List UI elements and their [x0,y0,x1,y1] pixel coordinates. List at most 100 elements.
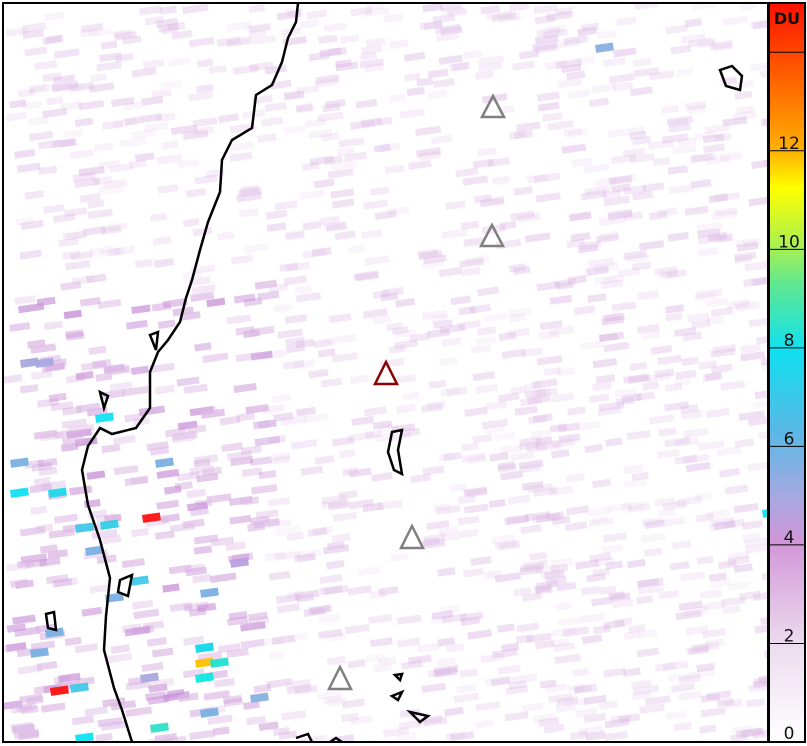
so2-pixel [724,484,749,495]
so2-pixel [344,623,370,635]
so2-pixel [610,153,637,165]
so2-pixel [70,250,94,261]
so2-pixel [226,314,252,325]
so2-pixel [96,554,117,565]
so2-pixel [491,11,517,23]
so2-pixel [460,220,480,231]
so2-pixel [731,724,753,735]
so2-pixel [704,371,723,382]
so2-pixel [327,168,354,179]
so2-pixel [571,157,592,168]
so2-pixel [348,498,375,510]
so2-pixel [714,132,732,142]
so2-pixel [192,573,212,584]
so2-pixel [436,657,456,667]
so2-pixel [426,520,450,531]
so2-pixel [212,726,230,736]
so2-pixel [50,401,74,412]
so2-pixel [550,638,570,648]
so2-pixel [546,575,567,586]
so2-pixel [42,35,63,45]
so2-pixel [154,384,175,395]
so2-pixel [722,604,741,615]
so2-pixel [685,461,711,473]
so2-pixel [554,278,577,289]
so2-pixel [323,220,345,231]
so2-pixel [258,721,279,732]
so2-pixel [190,291,215,302]
so2-pixel [667,231,689,242]
so2-pixel [321,132,340,142]
so2-pixel [478,54,505,66]
volcano-marker[interactable] [478,222,506,248]
so2-pixel [519,565,543,576]
so2-pixel [758,429,768,440]
so2-pixel [294,684,318,695]
so2-pixel [15,216,34,226]
so2-pixel [319,215,340,226]
so2-pixel [715,446,742,457]
volcano-marker[interactable] [398,523,426,550]
volcano-marker[interactable] [479,93,507,119]
so2-pixel [697,247,719,257]
so2-pixel [314,77,339,88]
volcano-marker[interactable] [326,664,354,691]
so2-pixel [40,702,66,713]
so2-pixel [375,116,393,126]
so2-pixel [643,547,663,558]
so2-pixel [441,337,462,347]
so2-pixel [606,208,633,219]
so2-pixel [539,320,563,331]
so2-pixel [555,703,577,713]
so2-pixel [484,675,510,687]
so2-pixel [688,645,709,656]
so2-pixel [369,590,387,600]
so2-pixel [300,19,319,29]
so2-pixel [738,590,761,601]
so2-pixel [209,572,237,583]
so2-pixel [535,585,554,595]
so2-pixel [568,211,592,222]
so2-pixel [649,70,675,81]
so2-pixel [37,139,61,150]
so2-pixel [567,406,586,416]
so2-pixel [555,601,573,611]
so2-pixel [632,190,654,201]
so2-pixel [200,587,219,598]
so2-pixel [483,424,506,435]
so2-pixel [311,247,332,257]
so2-pixel [110,644,130,654]
so2-pixel [598,700,618,710]
so2-pixel [334,230,356,241]
so2-pixel [469,303,492,314]
so2-pixel [700,707,726,718]
so2-pixel [748,681,768,693]
so2-pixel [122,385,149,397]
colorbar-tick-label: 2 [784,626,795,646]
so2-pixel [583,162,611,174]
so2-pixel [273,412,294,422]
so2-pixel [459,611,484,622]
so2-pixel [19,384,39,394]
so2-pixel [635,391,655,402]
so2-pixel [461,442,479,452]
so2-pixel [438,526,459,537]
so2-pixel [102,178,128,190]
so2-pixel [285,7,303,18]
so2-pixel [267,434,287,445]
so2-pixel [691,178,712,189]
so2-pixel [472,433,493,444]
so2-pixel [736,241,759,252]
volcano-marker-highlighted[interactable] [372,359,400,386]
so2-pixel [74,732,94,742]
so2-pixel [477,147,497,157]
so2-pixel [752,399,768,410]
so2-pixel [463,486,488,497]
so2-pixel [62,230,88,241]
so2-pixel [79,27,98,38]
so2-pixel [669,561,690,571]
so2-pixel [240,621,266,632]
so2-pixel [254,435,281,447]
so2-pixel [744,261,768,272]
so2-pixel [283,89,302,100]
